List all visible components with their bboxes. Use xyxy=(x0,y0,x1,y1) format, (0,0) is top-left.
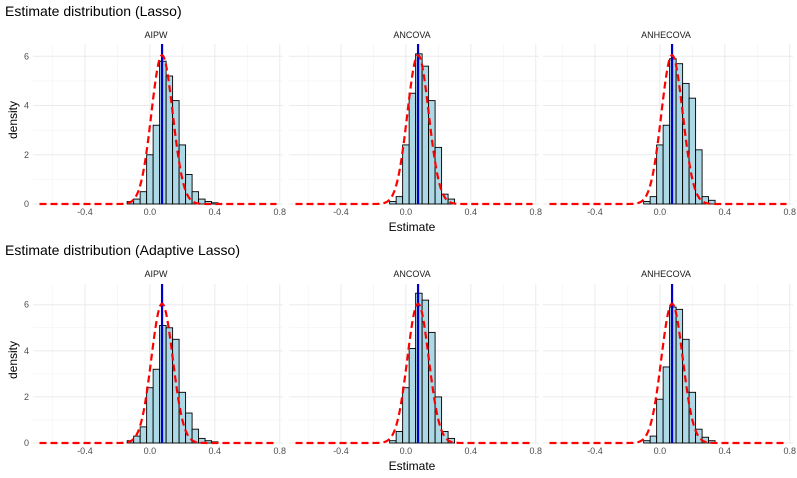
x-tick-label-lasso-anhecova: -0.4 xyxy=(587,207,603,217)
histogram-bar-lasso-anhecova xyxy=(662,124,671,205)
histogram-bar-adaptive-anhecova xyxy=(662,366,671,444)
histogram-bar-adaptive-anhecova xyxy=(643,440,651,444)
histogram-bar-adaptive-ancova xyxy=(441,431,449,444)
x-tick-label-lasso-ancova: -0.4 xyxy=(333,207,349,217)
x-tick-label-lasso-ancova: 0.0 xyxy=(400,207,413,217)
histogram-bar-lasso-ancova xyxy=(395,196,404,205)
histogram-bar-adaptive-ancova xyxy=(402,387,410,444)
histogram-bar-adaptive-aipw xyxy=(178,391,187,444)
histogram-bar-adaptive-anhecova xyxy=(656,398,664,444)
y-tick-label-lasso: 0 xyxy=(24,199,29,209)
plot-layer: -0.4 0.0 0.4 0.8 0 2 4 6 -0.4 0.0 0.4 0.8 -0.4 0.0 0.4… xyxy=(24,44,796,456)
x-tick-label-adaptive-aipw: 0.8 xyxy=(273,446,286,456)
y-axis-label-lasso: density xyxy=(6,101,20,139)
histogram-bar-adaptive-aipw xyxy=(139,426,148,444)
x-tick-label-adaptive-ancova: 0.0 xyxy=(400,446,413,456)
x-tick-label-adaptive-aipw: 0.0 xyxy=(144,446,157,456)
normal-density-curve-lasso-aipw xyxy=(39,53,277,206)
histogram-bar-lasso-aipw xyxy=(191,191,200,205)
x-tick-label-lasso-aipw: 0.4 xyxy=(209,207,222,217)
histogram-bar-adaptive-anhecova xyxy=(649,435,658,444)
chart-title-adaptive-lasso: Estimate distribution (Adaptive Lasso) xyxy=(5,242,240,258)
normal-density-curve-lasso-anhecova xyxy=(549,53,787,206)
x-tick-label-adaptive-ancova: -0.4 xyxy=(333,446,349,456)
histogram-bar-lasso-aipw xyxy=(133,198,141,205)
x-tick-label-lasso-ancova: 0.8 xyxy=(529,207,542,217)
histogram-bar-lasso-aipw xyxy=(139,191,148,205)
histogram-bar-adaptive-ancova xyxy=(395,431,404,444)
strip-label-ancova-adaptive: ANCOVA xyxy=(393,269,430,279)
histogram-bar-lasso-aipw xyxy=(185,174,193,205)
strip-label-aipw-adaptive: AIPW xyxy=(144,269,168,279)
x-tick-label-lasso-aipw: -0.4 xyxy=(77,207,93,217)
histogram-bar-lasso-aipw xyxy=(152,124,161,205)
histogram-bar-lasso-anhecova xyxy=(675,63,684,205)
x-tick-label-lasso-anhecova: 0.8 xyxy=(783,207,796,217)
histogram-bar-lasso-ancova xyxy=(447,198,456,205)
y-tick-label-adaptive: 6 xyxy=(24,300,29,310)
histogram-bar-lasso-anhecova xyxy=(656,144,664,205)
x-tick-label-lasso-aipw: 0.8 xyxy=(273,207,286,217)
histogram-bar-lasso-ancova xyxy=(389,201,397,205)
histogram-bar-adaptive-anhecova xyxy=(695,428,703,444)
histogram-bar-lasso-anhecova xyxy=(708,199,716,205)
x-tick-label-adaptive-anhecova: 0.0 xyxy=(654,446,667,456)
chart-title-lasso: Estimate distribution (Lasso) xyxy=(5,3,182,19)
x-tick-label-lasso-anhecova: 0.4 xyxy=(719,207,732,217)
strip-label-aipw-lasso: AIPW xyxy=(144,30,168,40)
x-tick-label-adaptive-aipw: 0.4 xyxy=(209,446,222,456)
histogram-bar-adaptive-aipw xyxy=(133,435,141,444)
y-tick-label-adaptive: 0 xyxy=(24,438,29,448)
histogram-bar-adaptive-ancova xyxy=(408,348,417,444)
normal-density-curve-adaptive-aipw xyxy=(39,302,277,445)
histogram-bar-lasso-ancova xyxy=(402,144,410,205)
x-tick-label-lasso-aipw: 0.0 xyxy=(144,207,157,217)
y-tick-label-lasso: 6 xyxy=(24,51,29,61)
strip-label-anhecova-lasso: ANHECOVA xyxy=(641,30,691,40)
x-tick-label-adaptive-aipw: -0.4 xyxy=(77,446,93,456)
x-axis-label-adaptive: Estimate xyxy=(389,459,436,473)
x-tick-label-adaptive-ancova: 0.4 xyxy=(465,446,478,456)
y-tick-label-adaptive: 4 xyxy=(24,346,29,356)
histogram-bar-lasso-anhecova xyxy=(643,201,651,205)
y-axis-label-adaptive: density xyxy=(6,341,20,379)
histogram-bar-lasso-ancova xyxy=(408,92,417,205)
histogram-bar-adaptive-anhecova xyxy=(675,308,684,444)
histogram-bar-adaptive-aipw xyxy=(172,338,180,444)
y-tick-label-lasso: 4 xyxy=(24,101,29,111)
x-tick-label-lasso-anhecova: 0.0 xyxy=(654,207,667,217)
x-tick-label-lasso-ancova: 0.4 xyxy=(465,207,478,217)
y-tick-label-adaptive: 2 xyxy=(24,392,29,402)
histogram-bar-adaptive-anhecova xyxy=(688,391,697,444)
x-tick-label-adaptive-ancova: 0.8 xyxy=(529,446,542,456)
histogram-bar-lasso-aipw xyxy=(165,75,174,205)
histogram-bar-lasso-anhecova xyxy=(695,149,703,205)
x-axis-label-lasso: Estimate xyxy=(389,220,436,234)
histogram-bar-adaptive-aipw xyxy=(185,412,193,444)
histogram-bar-adaptive-aipw xyxy=(146,387,154,444)
histogram-bar-adaptive-aipw xyxy=(152,368,161,444)
histogram-bar-lasso-anhecova xyxy=(649,196,658,205)
normal-density-curve-lasso-ancova xyxy=(295,53,533,206)
x-tick-label-adaptive-anhecova: 0.8 xyxy=(783,446,796,456)
strip-label-anhecova-adaptive: ANHECOVA xyxy=(641,269,691,279)
histogram-bar-adaptive-anhecova xyxy=(682,338,690,444)
normal-density-curve-adaptive-anhecova xyxy=(549,302,787,445)
histogram-bar-lasso-aipw xyxy=(146,154,154,205)
strip-label-ancova-lasso: ANCOVA xyxy=(393,30,430,40)
y-tick-label-lasso: 2 xyxy=(24,150,29,160)
x-tick-label-adaptive-anhecova: -0.4 xyxy=(587,446,603,456)
normal-density-curve-adaptive-ancova xyxy=(295,302,533,445)
histogram-bar-adaptive-ancova xyxy=(389,440,397,444)
x-tick-label-adaptive-anhecova: 0.4 xyxy=(719,446,732,456)
